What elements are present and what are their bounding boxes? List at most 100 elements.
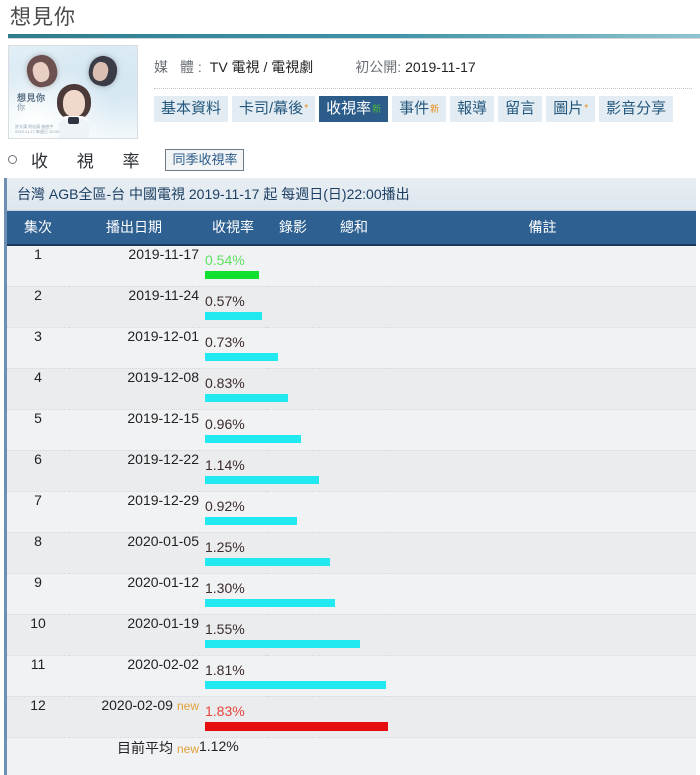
cell-date: 2019-12-29	[69, 491, 199, 533]
col-header-rating: 收視率	[199, 211, 267, 247]
rating-bar	[205, 639, 360, 648]
cell-note	[389, 614, 696, 656]
tab-reports[interactable]: 報導	[450, 96, 495, 123]
tab-messages-label: 留言	[505, 100, 536, 118]
cell-episode: 11	[7, 655, 69, 697]
drama-poster[interactable]: 想見你 你 許光漢 柯佳嬿 施柏宇 2019.11.17 每週日 22:00	[8, 45, 138, 140]
rating-value-label: 1.30%	[205, 579, 245, 596]
ratings-table-container: 台灣 AGB全區-台 中國電視 2019-11-17 起 每週日(日)22:00…	[4, 178, 696, 775]
cell-date: 2020-01-05	[69, 532, 199, 574]
poster-credits: 許光漢 柯佳嬿 施柏宇 2019.11.17 每週日 22:00	[15, 124, 131, 134]
cell-note	[389, 532, 696, 574]
cell-recording	[267, 737, 319, 775]
table-row: 4 2019-12-08 0.83%	[7, 368, 696, 410]
cell-recording	[267, 368, 319, 410]
table-row: 3 2019-12-01 0.73%	[7, 327, 696, 369]
meta-row-media: 媒 體: TV 電視 / 電視劇 初公開: 2019-11-17	[154, 45, 692, 90]
cell-rating: 0.92%	[199, 491, 297, 533]
tab-events[interactable]: 事件 新	[392, 96, 447, 123]
drama-info-block: 想見你 你 許光漢 柯佳嬿 施柏宇 2019.11.17 每週日 22:00 媒…	[0, 39, 700, 140]
cell-total	[319, 614, 389, 656]
same-season-ratings-button[interactable]: 同季收視率	[165, 148, 245, 171]
rating-bar	[205, 311, 262, 320]
tab-messages[interactable]: 留言	[498, 96, 543, 123]
cell-episode: 5	[7, 409, 69, 451]
cell-recording	[267, 450, 319, 492]
tab-ratings[interactable]: 收視率 新	[319, 96, 389, 123]
rating-bar	[205, 271, 259, 280]
table-row: 6 2019-12-22 1.14%	[7, 450, 696, 492]
cell-rating: 0.73%	[199, 327, 278, 369]
rating-bar	[205, 557, 330, 566]
cell-recording	[267, 327, 319, 369]
col-header-total: 總和	[319, 211, 389, 247]
cell-note	[389, 450, 696, 492]
tab-media-share[interactable]: 影音分享	[599, 96, 674, 123]
tab-basic-info-label: 基本資料	[161, 100, 222, 118]
table-row: 10 2020-01-19 1.55%	[7, 614, 696, 656]
col-header-episode: 集次	[7, 211, 69, 247]
cell-total	[319, 573, 389, 615]
cell-episode: 7	[7, 491, 69, 533]
cell-episode: 3	[7, 327, 69, 369]
rating-bar-group: 0.96%	[199, 410, 301, 445]
cell-recording	[267, 655, 319, 697]
cell-recording	[267, 696, 319, 738]
cell-episode	[7, 737, 69, 775]
rating-bar-group: 0.73%	[199, 328, 278, 363]
rating-bar	[205, 598, 335, 607]
tab-events-new-badge: 新	[430, 104, 440, 115]
bullet-circle-icon	[8, 155, 17, 165]
cell-total	[319, 245, 389, 287]
average-value: 1.12%	[199, 737, 267, 775]
cell-episode: 1	[7, 245, 69, 287]
rating-value-label: 1.81%	[205, 661, 245, 678]
cell-recording	[267, 532, 319, 574]
tab-cast-crew-label: 卡司/幕後	[239, 100, 304, 118]
cell-note	[389, 655, 696, 697]
rating-bar-group: 1.83%	[199, 697, 388, 732]
cell-total	[319, 450, 389, 492]
cell-rating: 1.81%	[199, 655, 386, 697]
tab-ratings-label: 收視率	[326, 100, 372, 118]
cell-rating: 1.30%	[199, 573, 335, 615]
tab-reports-label: 報導	[457, 100, 488, 118]
cell-total	[319, 286, 389, 328]
cell-note	[389, 327, 696, 369]
cell-date: 2020-02-09 new	[69, 696, 199, 738]
col-header-note: 備註	[389, 211, 696, 247]
tab-basic-info[interactable]: 基本資料	[154, 96, 229, 123]
ratings-table-caption: 台灣 AGB全區-台 中國電視 2019-11-17 起 每週日(日)22:00…	[7, 178, 696, 212]
rating-bar-group: 1.55%	[199, 615, 360, 650]
tab-cast-crew-dot-icon: *	[304, 103, 309, 115]
new-badge: new	[176, 698, 199, 713]
rating-value-label: 1.25%	[205, 538, 245, 555]
rating-value-label: 1.83%	[205, 702, 245, 719]
tab-cast-crew[interactable]: 卡司/幕後 *	[232, 96, 316, 123]
rating-bar	[205, 475, 319, 484]
col-header-date: 播出日期	[69, 211, 199, 247]
table-row: 2 2019-11-24 0.57%	[7, 286, 696, 328]
cell-episode: 12	[7, 696, 69, 738]
rating-bar-group: 1.30%	[199, 574, 335, 609]
poster-credit-cast: 許光漢 柯佳嬿 施柏宇	[15, 124, 54, 130]
cell-note	[389, 409, 696, 451]
cell-total	[319, 696, 389, 738]
poster-logo: 想見你 你	[17, 94, 46, 113]
cell-recording	[267, 491, 319, 533]
ratings-section-header: 收 視 率 同季收視率	[0, 139, 700, 179]
cell-total	[319, 409, 389, 451]
cell-rating: 0.96%	[199, 409, 301, 451]
cell-total	[319, 532, 389, 574]
tab-events-label: 事件	[399, 100, 430, 118]
tab-photos[interactable]: 圖片 *	[546, 96, 596, 123]
rating-bar	[205, 721, 388, 731]
cell-recording	[267, 573, 319, 615]
cell-date: 2019-12-15	[69, 409, 199, 451]
cell-total	[319, 327, 389, 369]
rating-bar-group: 0.54%	[199, 246, 267, 281]
table-row: 7 2019-12-29 0.92%	[7, 491, 696, 533]
rating-bar-group: 0.57%	[199, 287, 267, 322]
cell-episode: 10	[7, 614, 69, 656]
rating-value-label: 0.83%	[205, 374, 245, 391]
